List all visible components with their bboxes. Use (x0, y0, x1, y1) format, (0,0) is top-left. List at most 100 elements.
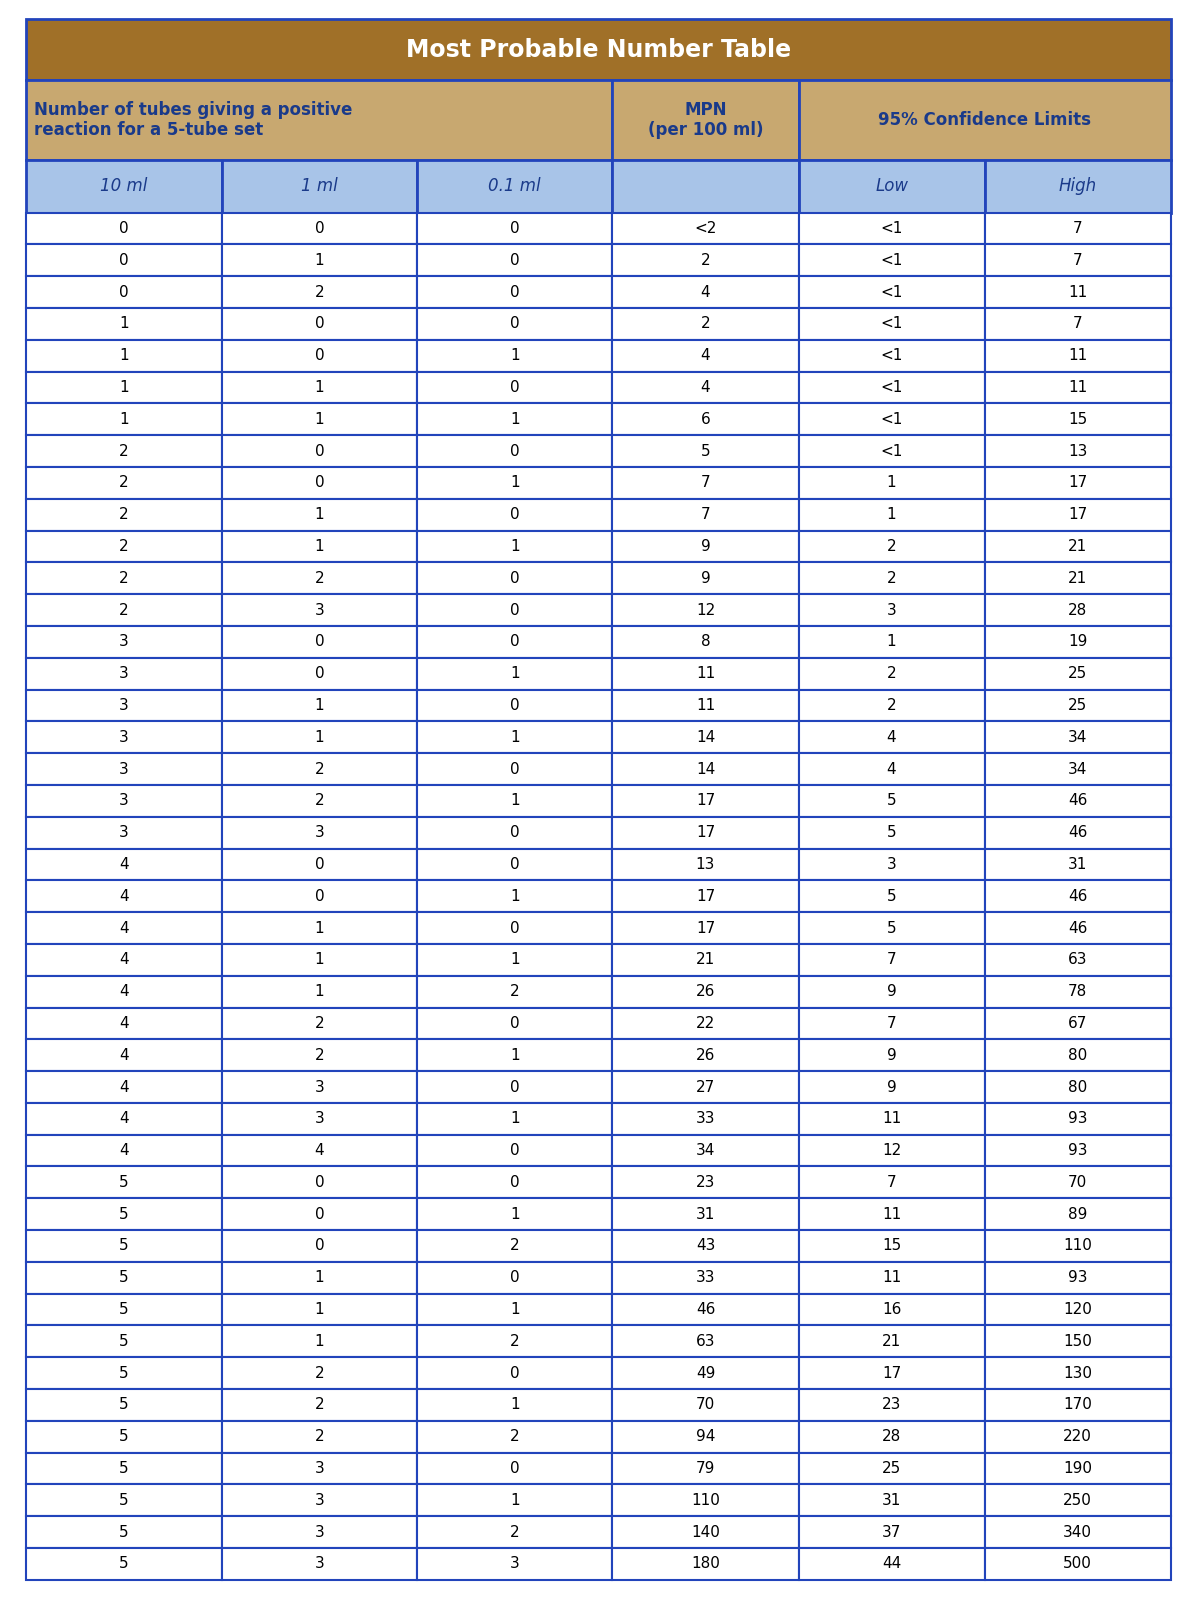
Bar (613, 1167, 798, 1198)
Bar (417, 213, 613, 245)
Text: 5: 5 (120, 1461, 129, 1476)
Bar (798, 160, 985, 213)
Text: 19: 19 (1068, 635, 1087, 649)
Bar (985, 753, 1171, 785)
Text: 6: 6 (700, 413, 710, 427)
Bar (798, 245, 985, 277)
Text: <1: <1 (880, 413, 903, 427)
Bar (985, 213, 1171, 245)
Text: 140: 140 (691, 1524, 719, 1540)
Text: 27: 27 (695, 1079, 715, 1094)
Bar (26, 371, 221, 403)
Bar (221, 213, 417, 245)
Text: 17: 17 (882, 1366, 901, 1380)
Bar (613, 785, 798, 817)
Text: 5: 5 (120, 1556, 129, 1572)
Bar (221, 1516, 417, 1548)
Text: 1: 1 (315, 413, 324, 427)
Bar (221, 785, 417, 817)
Text: 9: 9 (700, 539, 710, 553)
Bar (26, 213, 221, 245)
Bar (985, 1484, 1171, 1516)
Text: 340: 340 (1063, 1524, 1092, 1540)
Text: 4: 4 (120, 921, 129, 935)
Text: 0: 0 (510, 1270, 519, 1286)
Text: 2: 2 (887, 699, 897, 713)
Bar (985, 1007, 1171, 1039)
Bar (985, 341, 1171, 371)
Text: 1: 1 (315, 983, 324, 999)
Text: 28: 28 (882, 1430, 901, 1444)
Bar (985, 943, 1171, 975)
Text: 0: 0 (510, 921, 519, 935)
Text: 94: 94 (695, 1430, 715, 1444)
Bar (798, 531, 985, 563)
Text: 3: 3 (315, 1556, 324, 1572)
Bar (26, 785, 221, 817)
Bar (221, 1167, 417, 1198)
Text: 33: 33 (695, 1111, 716, 1126)
Bar (26, 403, 221, 435)
Text: 1: 1 (120, 317, 129, 331)
Text: 17: 17 (695, 793, 715, 809)
Text: 80: 80 (1068, 1047, 1087, 1063)
Text: 46: 46 (1068, 889, 1087, 903)
Bar (417, 1167, 613, 1198)
Bar (417, 849, 613, 881)
Bar (613, 531, 798, 563)
Bar (26, 19, 1171, 80)
Text: <1: <1 (880, 285, 903, 299)
Text: 2: 2 (315, 285, 324, 299)
Bar (221, 1039, 417, 1071)
Text: 79: 79 (695, 1461, 715, 1476)
Text: 0: 0 (510, 699, 519, 713)
Text: 2: 2 (120, 443, 129, 459)
Bar (798, 1007, 985, 1039)
Bar (221, 1452, 417, 1484)
Text: 5: 5 (887, 921, 897, 935)
Text: <1: <1 (880, 221, 903, 237)
Text: 0: 0 (510, 507, 519, 523)
Text: 3: 3 (120, 667, 129, 681)
Text: 93: 93 (1068, 1270, 1087, 1286)
Bar (613, 563, 798, 595)
Text: 4: 4 (120, 1015, 129, 1031)
Text: 0: 0 (510, 381, 519, 395)
Bar (26, 721, 221, 753)
Text: 7: 7 (887, 1175, 897, 1190)
Bar (417, 1198, 613, 1230)
Bar (985, 817, 1171, 849)
Bar (26, 277, 221, 309)
Bar (613, 160, 798, 213)
Text: 1: 1 (510, 667, 519, 681)
Bar (985, 595, 1171, 625)
Text: 34: 34 (1068, 729, 1087, 745)
Bar (985, 1294, 1171, 1326)
Text: 0: 0 (315, 1207, 324, 1222)
Text: 34: 34 (695, 1143, 715, 1158)
Text: 46: 46 (1068, 825, 1087, 839)
Text: 4: 4 (120, 1143, 129, 1158)
Text: 1 ml: 1 ml (300, 177, 338, 195)
Text: 17: 17 (695, 889, 715, 903)
Bar (798, 1358, 985, 1390)
Text: 1: 1 (315, 699, 324, 713)
Text: MPN
(per 100 ml): MPN (per 100 ml) (648, 101, 764, 139)
Bar (798, 309, 985, 341)
Bar (417, 911, 613, 943)
Text: 8: 8 (700, 635, 710, 649)
Bar (985, 881, 1171, 911)
Bar (26, 309, 221, 341)
Bar (613, 817, 798, 849)
Text: 1: 1 (120, 381, 129, 395)
Text: 0: 0 (510, 571, 519, 585)
Bar (26, 1516, 221, 1548)
Bar (26, 1484, 221, 1516)
Text: 1: 1 (315, 381, 324, 395)
Bar (798, 499, 985, 531)
Text: 2: 2 (887, 667, 897, 681)
Bar (221, 689, 417, 721)
Bar (221, 849, 417, 881)
Bar (221, 1007, 417, 1039)
Text: 23: 23 (882, 1398, 901, 1412)
